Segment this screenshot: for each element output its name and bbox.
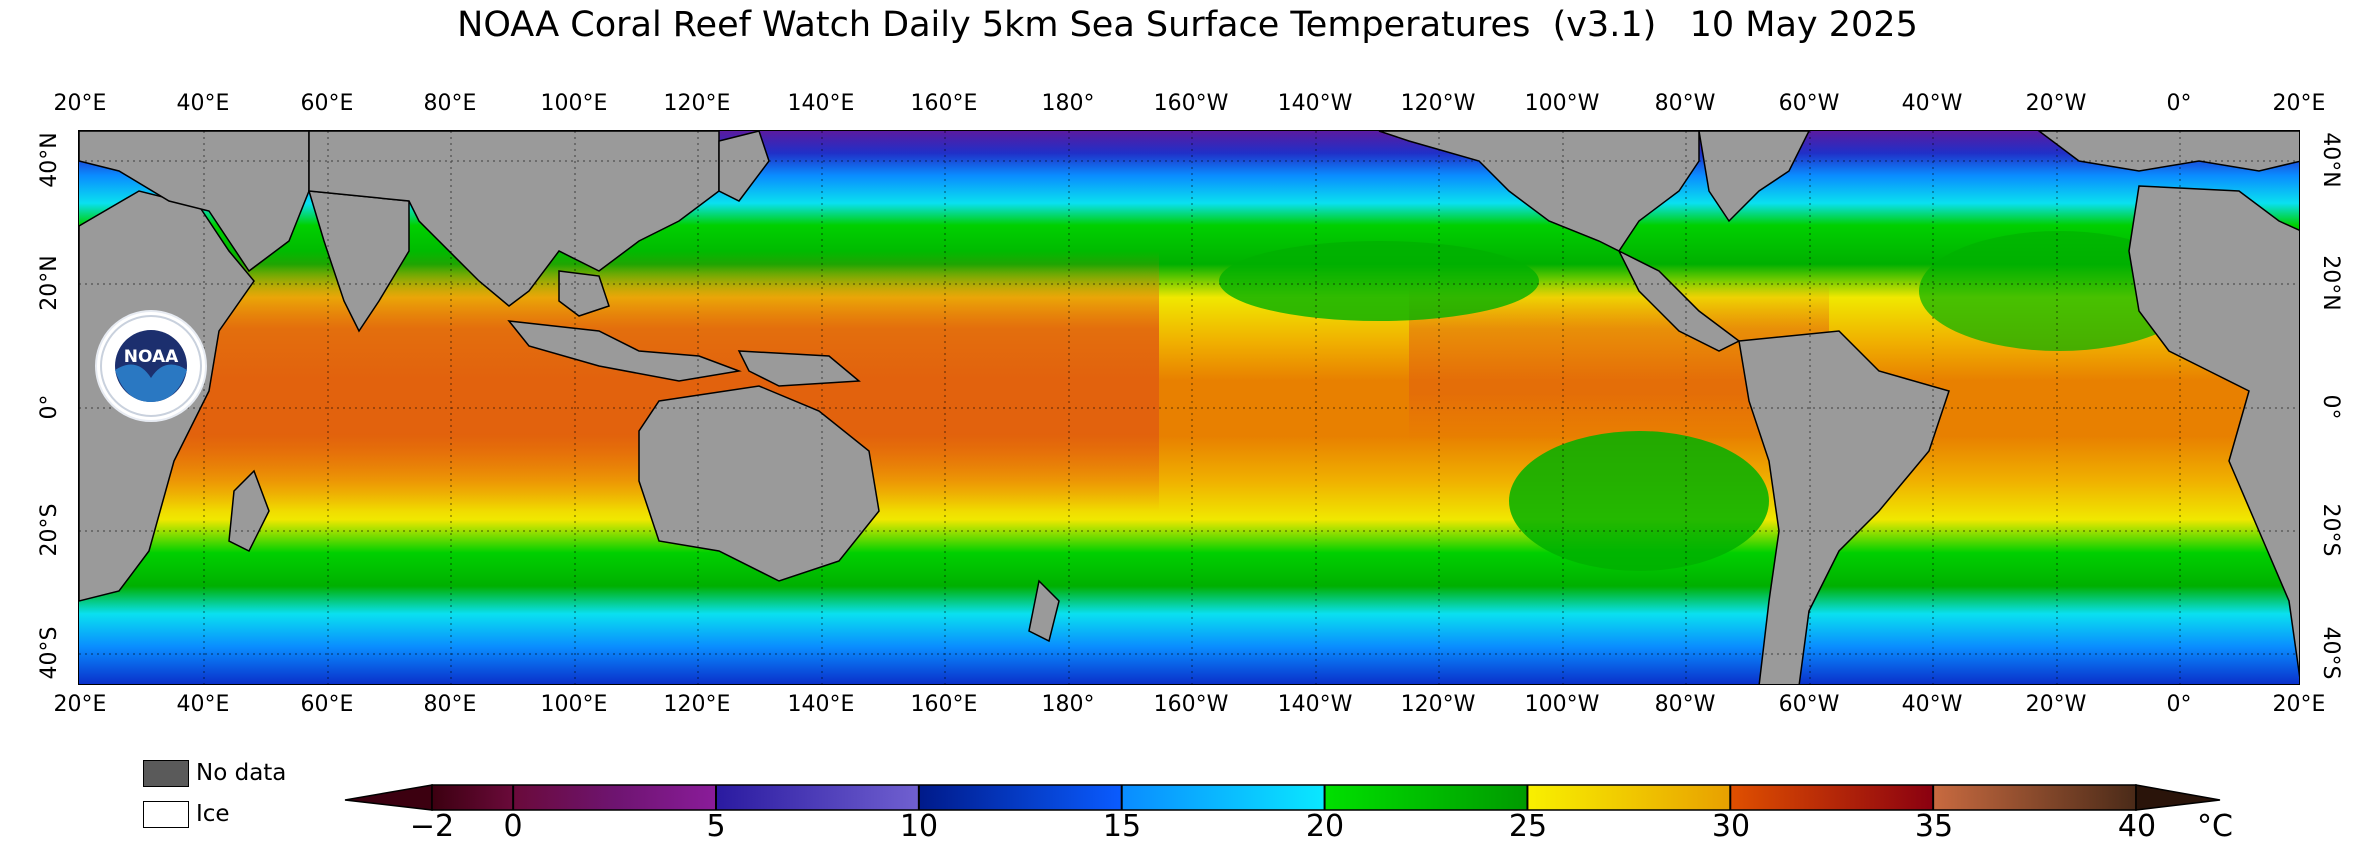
lon-label: 80°E	[423, 692, 477, 717]
lat-label: 20°N	[37, 255, 62, 311]
lon-label: 60°E	[300, 91, 354, 116]
sst-map-canvas	[79, 131, 2299, 684]
lat-label: 20°S	[2318, 503, 2343, 557]
lat-label: 20°N	[2318, 255, 2343, 311]
noaa-logo: NOAA	[95, 310, 207, 422]
colorbar-tick-label: 35	[1914, 809, 1954, 844]
lon-label: 180°	[1041, 91, 1095, 116]
lon-label: 80°E	[423, 91, 477, 116]
lon-label: 20°E	[2272, 91, 2326, 116]
colorbar-dividers	[512, 785, 1935, 810]
colorbar-min-extension	[344, 784, 433, 811]
ice-swatch	[143, 801, 189, 828]
lon-label: 100°W	[1524, 692, 1600, 717]
lon-label: 80°W	[1654, 91, 1716, 116]
lon-label: 100°E	[540, 692, 608, 717]
lon-label: 20°E	[2272, 692, 2326, 717]
colorbar-tick-label: 5	[706, 809, 726, 844]
lon-label: 40°E	[176, 692, 230, 717]
lon-label: 140°W	[1277, 692, 1353, 717]
ice-label: Ice	[196, 801, 230, 827]
svg-text:NOAA: NOAA	[124, 347, 179, 367]
colorbar-tick-label: 20	[1305, 809, 1345, 844]
no-data-swatch	[143, 760, 189, 787]
colorbar-unit-label: °C	[2197, 809, 2233, 844]
colorbar-tick-label: 10	[899, 809, 939, 844]
lon-label: 160°W	[1153, 91, 1229, 116]
lat-label: 0°	[37, 394, 62, 420]
noaa-logo-icon: NOAA	[100, 315, 202, 417]
lon-label: 0°	[2166, 91, 2192, 116]
lon-label: 0°	[2166, 692, 2192, 717]
lon-label: 180°	[1041, 692, 1095, 717]
lat-label: 40°N	[37, 132, 62, 188]
lon-label: 140°E	[787, 692, 855, 717]
lon-label: 40°E	[176, 91, 230, 116]
colorbar-tick-label: 30	[1711, 809, 1751, 844]
colorbar-body	[431, 784, 2137, 811]
lat-label: 40°S	[37, 626, 62, 680]
lon-label: 20°E	[53, 91, 107, 116]
colorbar-tick-label: 25	[1508, 809, 1548, 844]
lon-label: 160°E	[910, 91, 978, 116]
lon-label: 100°W	[1524, 91, 1600, 116]
colorbar-tick-label: 15	[1102, 809, 1142, 844]
lon-label: 120°W	[1400, 91, 1476, 116]
lon-label: 120°W	[1400, 692, 1476, 717]
colorbar-max-extension	[2135, 784, 2221, 811]
colorbar-tick-label: −2	[409, 809, 455, 844]
lon-label: 60°W	[1778, 91, 1840, 116]
colorbar-tick-label: 0	[503, 809, 523, 844]
lon-label: 80°W	[1654, 692, 1716, 717]
lon-label: 40°W	[1901, 692, 1963, 717]
lon-label: 60°W	[1778, 692, 1840, 717]
lon-label: 100°E	[540, 91, 608, 116]
lat-label: 40°N	[2318, 132, 2343, 188]
land-layer	[79, 131, 2299, 684]
lon-label: 20°W	[2025, 91, 2087, 116]
lon-label: 20°E	[53, 692, 107, 717]
sst-map[interactable]	[78, 130, 2300, 685]
lat-label: 0°	[2318, 394, 2343, 420]
map-title: NOAA Coral Reef Watch Daily 5km Sea Surf…	[457, 5, 1918, 45]
lat-label: 20°S	[37, 503, 62, 557]
lon-label: 120°E	[663, 692, 731, 717]
lon-label: 40°W	[1901, 91, 1963, 116]
lon-label: 60°E	[300, 692, 354, 717]
lon-label: 160°W	[1153, 692, 1229, 717]
lat-label: 40°S	[2318, 626, 2343, 680]
colorbar-tick-label: 40	[2117, 809, 2157, 844]
graticule	[79, 131, 2299, 684]
lon-label: 140°W	[1277, 91, 1353, 116]
no-data-label: No data	[196, 760, 287, 786]
lon-label: 20°W	[2025, 692, 2087, 717]
lon-label: 120°E	[663, 91, 731, 116]
lon-label: 160°E	[910, 692, 978, 717]
lon-label: 140°E	[787, 91, 855, 116]
